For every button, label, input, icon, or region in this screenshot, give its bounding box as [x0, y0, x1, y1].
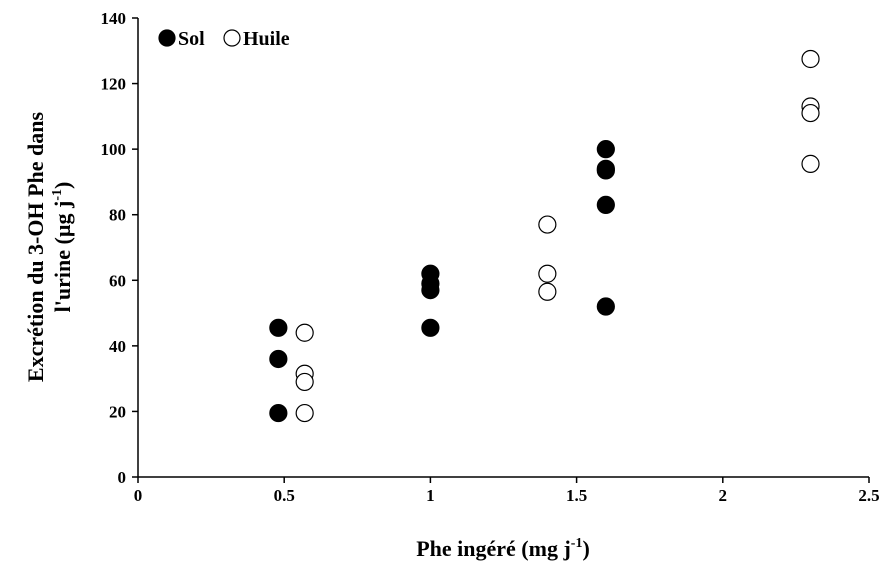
x-tick-label: 0.5 — [274, 486, 295, 505]
x-tick-label: 1.5 — [566, 486, 587, 505]
data-point-sol — [269, 349, 288, 369]
data-point-sol — [596, 161, 615, 180]
data-point-huile — [801, 49, 820, 69]
y-tick-label: 140 — [101, 9, 127, 28]
data-points — [269, 49, 820, 423]
y-axis-title-end: ) — [50, 182, 75, 189]
x-axis-title-main: Phe ingéré (mg j — [416, 536, 571, 561]
legend-marker-sol — [158, 29, 176, 47]
y-tick-label: 120 — [101, 75, 127, 94]
data-point-sol — [596, 195, 615, 214]
x-tick-label: 2.5 — [858, 486, 879, 505]
legend-marker-huile — [223, 29, 241, 47]
y-axis-title-line1: Excrétion du 3-OH Phe dans — [23, 111, 48, 382]
y-axis-title-line2-main: l'urine (µg j — [50, 201, 75, 313]
y-tick-label: 100 — [101, 140, 127, 159]
y-tick-label: 60 — [109, 271, 126, 290]
axes — [137, 18, 869, 478]
x-axis-title: Phe ingéré (mg j-1) — [416, 536, 590, 561]
data-point-sol — [596, 140, 615, 159]
x-tick-label: 1 — [426, 486, 435, 505]
y-axis-title-line2: l'urine (µg j-1) — [50, 182, 75, 313]
x-ticks: 0 0.5 1 1.5 2 2.5 — [134, 477, 880, 505]
y-ticks: 0 20 40 60 80 100 120 140 — [101, 9, 138, 487]
data-point-huile — [801, 154, 820, 173]
data-point-huile — [295, 323, 314, 342]
data-point-sol — [596, 297, 615, 316]
data-point-sol — [421, 281, 440, 300]
data-point-huile — [538, 264, 557, 283]
x-tick-label: 0 — [134, 486, 143, 505]
x-axis-title-end: ) — [582, 536, 589, 561]
y-axis-title: Excrétion du 3-OH Phe dans l'urine (µg j… — [23, 111, 75, 382]
x-tick-label: 2 — [719, 486, 728, 505]
data-point-huile — [538, 282, 557, 301]
data-point-huile — [801, 103, 820, 123]
data-point-sol — [269, 403, 288, 423]
data-point-sol — [421, 318, 440, 337]
y-tick-label: 0 — [118, 468, 127, 487]
legend: Sol Huile — [158, 28, 290, 50]
y-axis-title-sup: -1 — [50, 189, 65, 201]
y-tick-label: 80 — [109, 206, 126, 225]
legend-label-huile: Huile — [243, 28, 290, 50]
data-point-huile — [538, 215, 557, 234]
legend-label-sol: Sol — [178, 28, 205, 50]
data-point-huile — [295, 372, 314, 392]
data-point-huile — [295, 403, 314, 423]
y-tick-label: 20 — [109, 402, 126, 421]
y-tick-label: 40 — [109, 337, 126, 356]
x-axis-title-sup: -1 — [571, 536, 583, 551]
data-point-sol — [269, 318, 288, 337]
